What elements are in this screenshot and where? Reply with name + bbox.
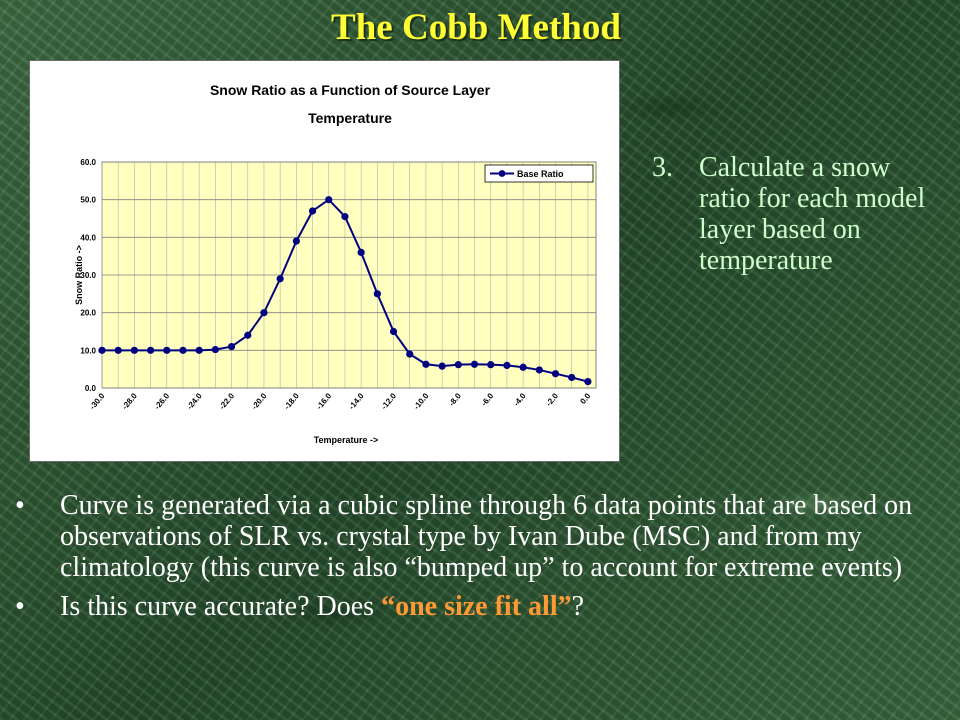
data-point xyxy=(341,213,349,221)
step-number: 3. xyxy=(652,152,673,183)
data-point xyxy=(227,342,236,351)
data-point xyxy=(308,207,317,215)
y-tick-label: 60.0 xyxy=(80,158,96,167)
bullet-marker: • xyxy=(15,490,25,521)
data-point xyxy=(325,196,333,204)
data-point xyxy=(584,377,592,386)
data-point xyxy=(146,346,155,354)
x-tick-label: -2.0 xyxy=(544,391,560,408)
bullet-item: • Curve is generated via a cubic spline … xyxy=(8,490,953,583)
y-tick-label: 20.0 xyxy=(80,309,96,318)
x-tick-label: -4.0 xyxy=(512,391,528,408)
data-point xyxy=(503,361,511,369)
legend-label: Base Ratio xyxy=(517,169,564,179)
data-point xyxy=(438,362,446,370)
y-tick-label: 10.0 xyxy=(80,346,96,355)
data-point xyxy=(487,361,495,369)
data-point xyxy=(179,346,187,354)
x-tick-label: -24.0 xyxy=(185,391,204,411)
data-point xyxy=(114,346,122,354)
data-point xyxy=(292,237,300,245)
y-tick-label: 40.0 xyxy=(80,233,96,242)
data-point xyxy=(244,331,252,339)
y-tick-label: 30.0 xyxy=(80,271,96,280)
series-base-ratio xyxy=(98,196,592,386)
chart-title-line: Snow Ratio as a Function of Source Layer xyxy=(210,82,491,98)
bullet-list: • Curve is generated via a cubic spline … xyxy=(8,490,953,630)
x-tick-label: -28.0 xyxy=(120,391,139,411)
data-point xyxy=(568,373,576,382)
bullet-text-before: Is this curve accurate? Does xyxy=(60,591,382,622)
data-point xyxy=(195,346,203,354)
data-point xyxy=(98,346,106,354)
bullet-text: Curve is generated via a cubic spline th… xyxy=(60,490,913,583)
x-tick-label: -26.0 xyxy=(153,391,172,411)
y-tick-label: 0.0 xyxy=(85,384,97,393)
chart-legend: Base Ratio xyxy=(484,164,594,183)
slide-title: The Cobb Method xyxy=(331,7,621,48)
data-point xyxy=(406,350,414,358)
data-point xyxy=(130,346,138,354)
x-tick-label: -12.0 xyxy=(379,391,398,411)
x-tick-label: -16.0 xyxy=(315,391,334,411)
x-tick-label: 0.0 xyxy=(578,391,592,406)
step-text: Calculate a snow ratio for each model la… xyxy=(699,152,926,276)
data-point xyxy=(454,361,462,369)
chart-title: Snow Ratio as a Function of Source Layer… xyxy=(210,82,491,126)
x-tick-label: -18.0 xyxy=(282,391,301,411)
y-tick-label: 50.0 xyxy=(80,196,96,205)
x-tick-label: -14.0 xyxy=(347,391,366,411)
bullet-marker: • xyxy=(15,591,25,622)
y-axis-label: Snow Ratio -> xyxy=(74,245,84,305)
chart-title-line: Temperature xyxy=(308,110,392,126)
data-point xyxy=(551,370,560,378)
data-point xyxy=(389,327,398,336)
data-point xyxy=(357,248,365,256)
highlight-text: “one size fit all” xyxy=(381,591,572,622)
data-point xyxy=(535,366,543,374)
x-tick-label: -30.0 xyxy=(88,391,107,411)
x-tick-label: -10.0 xyxy=(412,391,431,411)
data-point xyxy=(422,360,430,368)
y-axis-tick-labels: 0.0 10.0 20.0 30.0 40.0 50.0 60.0 xyxy=(80,158,96,393)
data-point xyxy=(211,345,219,354)
x-axis-tick-labels: -30.0 -28.0 -26.0 -24.0 -22.0 -20.0 -18.0 -16.0… xyxy=(88,391,593,411)
data-point xyxy=(470,360,479,368)
chart-frame: Snow Ratio as a Function of Source Layer… xyxy=(29,60,620,462)
snow-ratio-chart: Snow Ratio as a Function of Source Layer… xyxy=(74,82,597,445)
data-point xyxy=(163,346,171,354)
data-point xyxy=(260,309,268,317)
data-point xyxy=(276,275,284,283)
bullet-text-after: ? xyxy=(571,591,585,622)
bullet-item: • Is this curve accurate? Does “one size… xyxy=(8,591,953,622)
legend-box xyxy=(484,164,594,183)
data-point xyxy=(519,363,527,371)
legend-swatch-marker xyxy=(498,170,506,177)
x-tick-label: -20.0 xyxy=(250,391,269,411)
x-tick-label: -8.0 xyxy=(447,391,463,408)
x-tick-label: -6.0 xyxy=(479,391,495,408)
data-point xyxy=(373,290,381,298)
x-tick-label: -22.0 xyxy=(217,391,236,411)
x-axis-label: Temperature -> xyxy=(314,435,379,445)
